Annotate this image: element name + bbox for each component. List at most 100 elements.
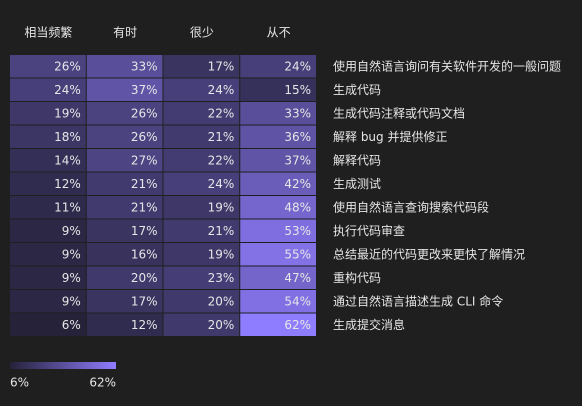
cell-label: 9% (62, 271, 81, 285)
cell-label: 21% (208, 130, 235, 144)
cell (10, 102, 86, 125)
cell (86, 196, 163, 219)
cell (240, 290, 316, 313)
cell-label: 27% (131, 153, 158, 167)
cell (163, 55, 240, 78)
cell-label: 9% (62, 224, 81, 238)
cell-label: 21% (131, 177, 158, 191)
cell (240, 243, 316, 266)
cell (86, 219, 163, 242)
cell-label: 54% (284, 294, 311, 308)
cell-label: 24% (284, 59, 311, 73)
cell (163, 266, 240, 289)
cell-label: 21% (131, 200, 158, 214)
cell (240, 196, 316, 219)
cell-label: 17% (131, 294, 158, 308)
cell (10, 290, 86, 313)
cell-label: 21% (208, 224, 235, 238)
cell (163, 172, 240, 195)
cell-label: 42% (284, 177, 311, 191)
cell (86, 102, 163, 125)
colorbar (10, 362, 116, 369)
cell (163, 78, 240, 101)
column-header: 从不 (267, 26, 291, 40)
cell-label: 20% (208, 294, 235, 308)
cell-label: 19% (208, 200, 235, 214)
cell (240, 266, 316, 289)
row-label: 生成提交消息 (333, 317, 405, 332)
cell-label: 47% (284, 271, 311, 285)
cell (86, 172, 163, 195)
cell-label: 33% (131, 59, 158, 73)
cell (86, 78, 163, 101)
cell-label: 11% (54, 200, 81, 214)
cell (240, 172, 316, 195)
cell-label: 14% (54, 153, 81, 167)
cell (86, 290, 163, 313)
row-label: 使用自然语言查询搜索代码段 (333, 199, 489, 214)
cell (163, 149, 240, 172)
cell (10, 55, 86, 78)
cell (86, 55, 163, 78)
column-header: 有时 (113, 26, 137, 40)
column-header: 相当频繁 (24, 25, 72, 40)
cell (163, 102, 240, 125)
cell-label: 9% (62, 294, 81, 308)
cell (240, 78, 316, 101)
cell-label: 6% (62, 318, 81, 332)
cell (240, 313, 316, 336)
cell (86, 266, 163, 289)
cell-label: 20% (208, 318, 235, 332)
cell (10, 78, 86, 101)
cell (163, 290, 240, 313)
row-label: 执行代码审查 (333, 223, 405, 238)
cell-label: 26% (131, 106, 158, 120)
cell (10, 243, 86, 266)
cell (10, 125, 86, 148)
cell-label: 53% (284, 224, 311, 238)
cell-label: 33% (284, 106, 311, 120)
cell (163, 313, 240, 336)
cell (240, 149, 316, 172)
row-label: 生成测试 (333, 176, 381, 191)
row-label: 使用自然语言询问有关软件开发的一般问题 (333, 58, 561, 73)
cell (10, 172, 86, 195)
cell-label: 37% (131, 83, 158, 97)
cell (240, 102, 316, 125)
cell-label: 48% (284, 200, 311, 214)
cell-label: 17% (208, 59, 235, 73)
cell-label: 19% (208, 247, 235, 261)
cell-label: 17% (131, 224, 158, 238)
cell-label: 12% (131, 318, 158, 332)
cell-label: 18% (54, 130, 81, 144)
cell (163, 243, 240, 266)
cell-label: 24% (208, 83, 235, 97)
cell (86, 313, 163, 336)
cell-label: 15% (284, 83, 311, 97)
cell (163, 125, 240, 148)
cell (10, 149, 86, 172)
cell-label: 23% (208, 271, 235, 285)
cell-label: 37% (284, 153, 311, 167)
row-label: 生成代码 (333, 83, 381, 97)
row-label: 解释代码 (333, 153, 381, 167)
cell (10, 313, 86, 336)
cell-label: 55% (284, 247, 311, 261)
cell-label: 19% (54, 106, 81, 120)
cell (10, 266, 86, 289)
cell-label: 16% (131, 247, 158, 261)
cell (240, 125, 316, 148)
cell (86, 243, 163, 266)
cell (240, 55, 316, 78)
cell-label: 26% (131, 130, 158, 144)
row-label: 重构代码 (333, 270, 381, 285)
cell (86, 125, 163, 148)
cell-label: 24% (208, 177, 235, 191)
cell-label: 9% (62, 247, 81, 261)
cell-label: 62% (284, 318, 311, 332)
cell (163, 219, 240, 242)
cell-label: 12% (54, 177, 81, 191)
cell (10, 219, 86, 242)
cell-label: 22% (208, 106, 235, 120)
